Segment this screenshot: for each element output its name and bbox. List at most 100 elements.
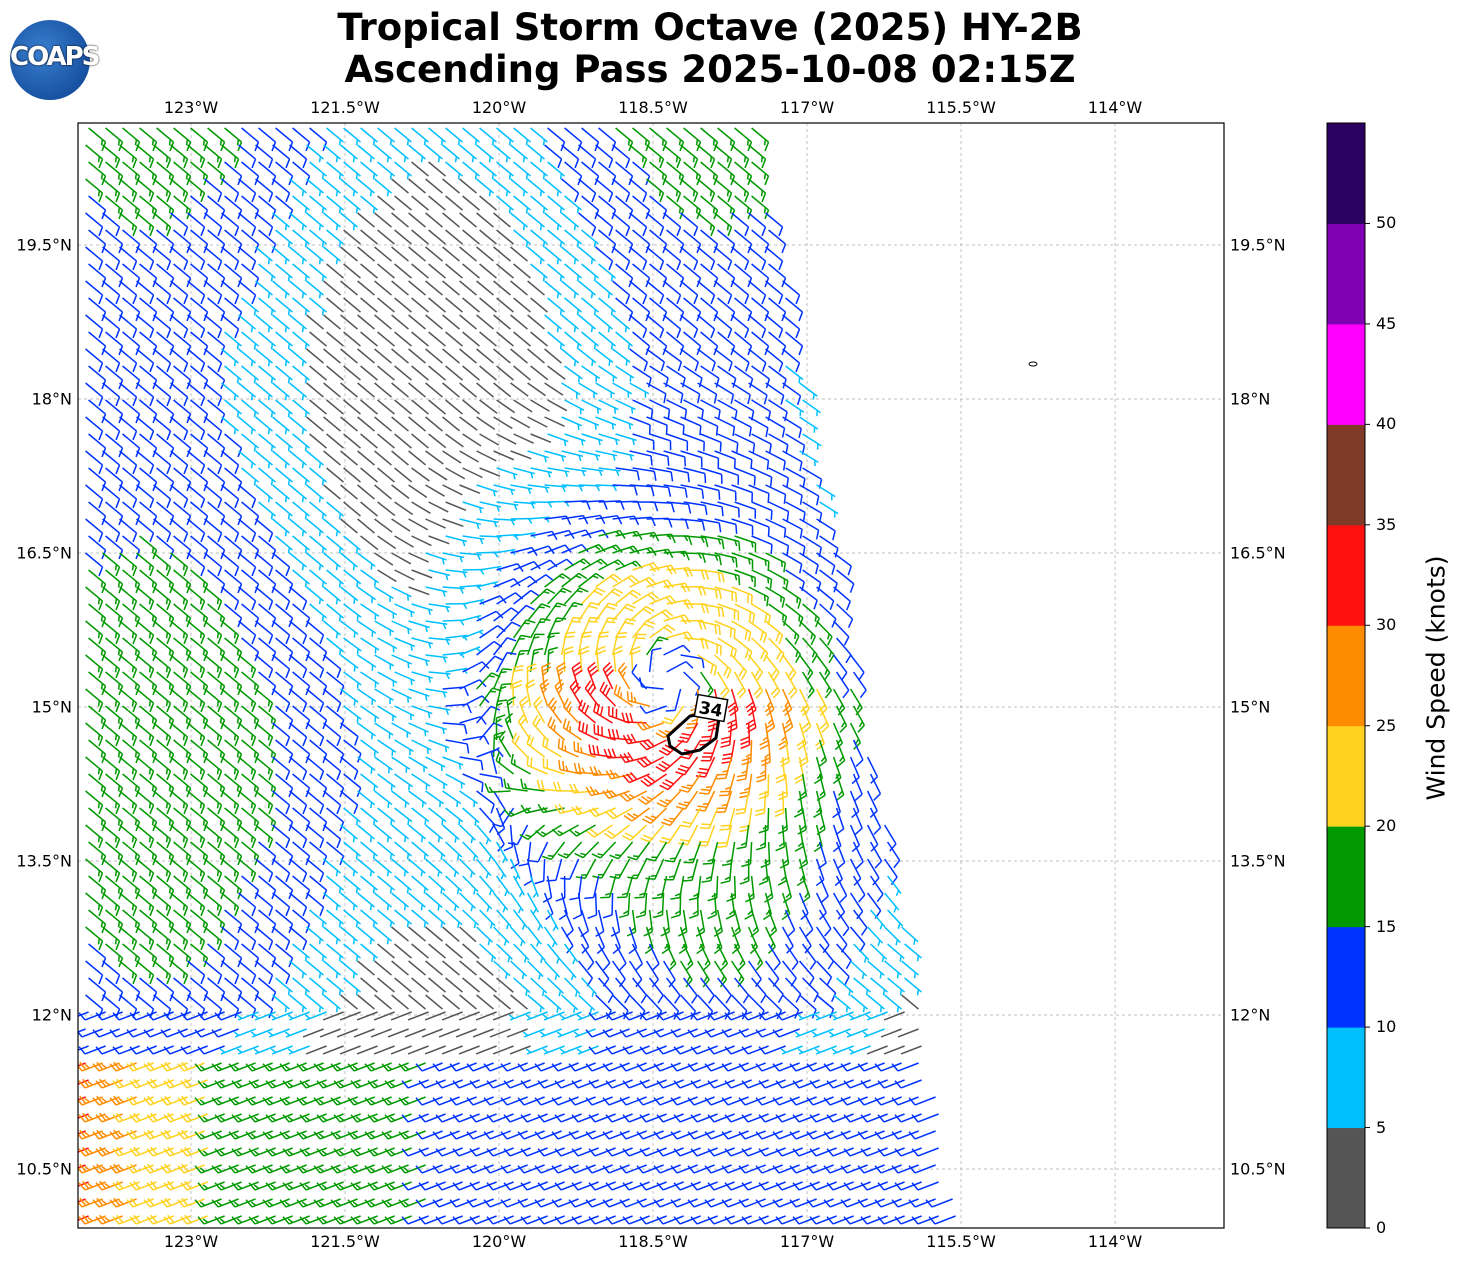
barb-feather: [148, 564, 152, 571]
barb-feather: [270, 445, 274, 452]
barb-staff: [612, 212, 630, 228]
barb-feather: [750, 541, 754, 548]
wind-barb: [357, 688, 377, 706]
barb-feather: [234, 260, 240, 271]
barb-feather: [643, 623, 654, 628]
wind-barb: [595, 246, 614, 271]
barb-feather: [741, 761, 752, 766]
wind-barb: [190, 467, 209, 492]
wind-barb: [238, 586, 257, 611]
barb-feather: [321, 309, 325, 316]
wind-barb: [649, 399, 671, 419]
wind-barb: [680, 212, 699, 237]
wind-barb: [479, 229, 497, 245]
wind-barb: [105, 637, 124, 662]
barb-staff: [700, 331, 718, 347]
barb-staff: [612, 484, 635, 487]
barb-staff: [309, 637, 327, 653]
barb-feather: [285, 566, 291, 577]
barb-feather: [593, 309, 597, 316]
barb-feather: [491, 139, 495, 146]
wind-barb: [785, 637, 802, 663]
barb-staff: [207, 297, 225, 313]
barb-feather: [234, 532, 240, 543]
barb-staff: [85, 484, 103, 500]
barb-staff: [663, 348, 682, 363]
barb-feather: [807, 669, 811, 676]
barb-staff: [411, 229, 429, 245]
wind-barb: [224, 365, 242, 384]
wind-barb: [581, 195, 600, 220]
barb-staff: [782, 382, 801, 397]
barb-staff: [680, 450, 702, 459]
barb-feather: [641, 156, 645, 163]
barb-staff: [139, 297, 157, 313]
barb-staff: [595, 514, 618, 520]
wind-barb: [224, 671, 243, 696]
barb-feather: [684, 488, 688, 498]
wind-barb: [680, 484, 705, 499]
barb-feather: [621, 671, 626, 678]
wind-barb: [241, 331, 259, 350]
barb-feather: [599, 706, 604, 716]
barb-feather: [352, 564, 356, 571]
barb-feather: [718, 490, 721, 500]
barb-staff: [187, 348, 205, 364]
wind-barb: [816, 518, 836, 541]
barb-feather: [627, 343, 631, 350]
barb-feather: [185, 615, 189, 622]
wind-barb: [476, 348, 494, 364]
wind-barb: [85, 586, 104, 611]
barb-staff: [391, 552, 412, 565]
wind-barb: [238, 382, 256, 401]
barb-feather: [321, 241, 325, 248]
wind-barb: [428, 127, 446, 146]
barb-feather: [131, 632, 135, 639]
barb-feather: [520, 634, 531, 638]
barb-feather: [131, 666, 135, 673]
barb-feather: [287, 377, 291, 384]
wind-barb: [173, 501, 192, 526]
barb-staff: [238, 178, 256, 194]
barb-staff: [782, 484, 803, 496]
barb-staff: [292, 161, 310, 177]
barb-feather: [427, 712, 431, 719]
barb-feather: [700, 603, 706, 614]
wind-barb: [241, 705, 260, 730]
barb-staff: [306, 654, 324, 670]
barb-feather: [463, 686, 469, 697]
barb-feather: [510, 607, 520, 614]
wind-barb: [598, 195, 617, 220]
barb-feather: [680, 583, 687, 593]
barb-staff: [411, 161, 429, 177]
barb-feather: [534, 717, 541, 727]
barb-staff: [153, 246, 171, 262]
barb-feather: [611, 545, 618, 551]
wind-barb: [190, 297, 209, 322]
barb-feather: [200, 396, 206, 407]
barb-staff: [748, 450, 769, 462]
barb-staff: [666, 297, 684, 313]
barb-feather: [785, 718, 791, 725]
wind-barb: [411, 229, 429, 245]
wind-barb: [564, 467, 587, 477]
barb-feather: [693, 260, 699, 271]
barb-feather: [721, 506, 724, 517]
wind-barb: [340, 654, 359, 672]
wind-barb: [663, 178, 682, 203]
barb-feather: [183, 396, 189, 407]
wind-barb: [119, 348, 138, 373]
wind-barb: [275, 331, 293, 350]
barb-staff: [377, 467, 395, 483]
wind-barb: [408, 212, 426, 228]
barb-staff: [326, 705, 345, 721]
wind-barb: [292, 467, 310, 486]
wind-barb: [734, 229, 753, 254]
barb-staff: [751, 331, 769, 347]
barb-feather: [704, 473, 707, 484]
barb-staff: [323, 722, 342, 738]
barb-feather: [199, 666, 203, 673]
wind-barb: [731, 382, 751, 405]
wind-barb: [459, 382, 477, 398]
barb-feather: [318, 224, 322, 231]
